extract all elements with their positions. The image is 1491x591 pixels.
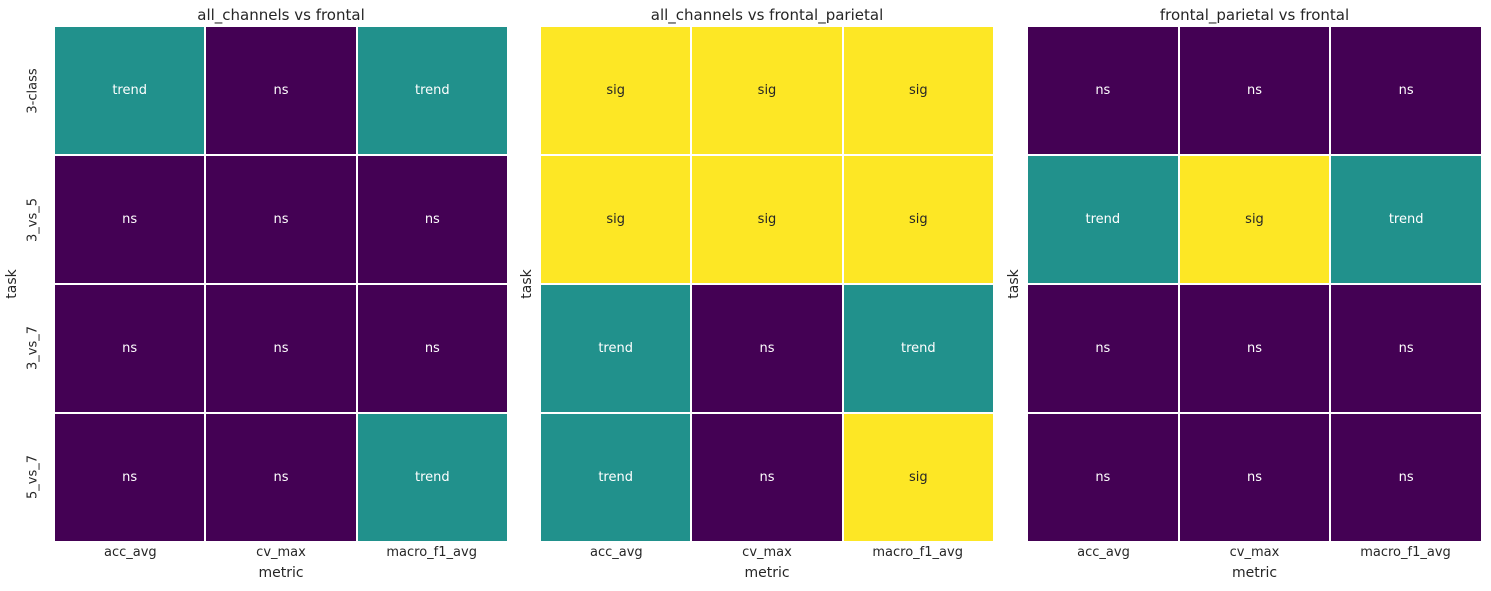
- heatmap-cell: ns: [692, 414, 842, 541]
- heatmap-cell: trend: [541, 414, 691, 541]
- panel-title: all_channels vs frontal: [197, 6, 365, 24]
- heatmap-grid: sig sig sig sig sig sig trend ns trend trend ns sig: [541, 27, 993, 541]
- x-axis-label: metric: [258, 565, 304, 581]
- x-tick-label: macro_f1_avg: [1360, 545, 1451, 560]
- heatmap-cell: sig: [692, 27, 842, 154]
- x-tick-labels: acc_avg cv_max macro_f1_avg: [1028, 545, 1481, 561]
- x-tick-label: macro_f1_avg: [386, 545, 477, 560]
- x-tick-label: acc_avg: [103, 545, 157, 560]
- heatmap-cell: sig: [541, 27, 691, 154]
- y-axis-label: task: [4, 269, 20, 299]
- heatmap-cell: ns: [206, 156, 356, 283]
- heatmap-cell: sig: [843, 27, 993, 154]
- y-tick-label: 3_vs_5: [25, 197, 41, 242]
- heatmap-cell: ns: [1028, 285, 1178, 412]
- x-tick-labels: acc_avg cv_max macro_f1_avg: [55, 545, 507, 561]
- heatmap-cell: ns: [206, 414, 356, 541]
- heatmap-cell: ns: [206, 27, 356, 154]
- x-tick-label: cv_max: [1229, 545, 1280, 560]
- heatmap-cell: ns: [1179, 27, 1330, 154]
- heatmap-cell: trend: [357, 414, 507, 541]
- heatmap-cell: sig: [843, 414, 993, 541]
- heatmap-cell: ns: [1331, 27, 1481, 154]
- x-axis-label: metric: [744, 565, 790, 581]
- y-tick-label: 3_vs_7: [25, 326, 41, 371]
- y-axis-label: task: [1006, 269, 1022, 299]
- heatmap-cell: trend: [55, 27, 205, 154]
- y-tick-label: 5_vs_7: [25, 454, 41, 499]
- heatmap-cell: sig: [692, 156, 842, 283]
- x-tick-label: acc_avg: [1077, 545, 1130, 560]
- heatmap-cell: ns: [1179, 414, 1330, 541]
- x-tick-label: cv_max: [256, 545, 306, 560]
- heatmap-panel-all-channels-vs-frontal-parietal: all_channels vs frontal_parietal task si…: [519, 0, 993, 591]
- y-tick-label: 3-class: [25, 68, 41, 114]
- heatmap-grid: trend ns trend ns ns ns ns ns ns ns ns trend: [55, 27, 507, 541]
- heatmap-cell: ns: [1028, 27, 1178, 154]
- panel-title: frontal_parietal vs frontal: [1159, 6, 1350, 24]
- heatmap-panel-frontal-parietal-vs-frontal: frontal_parietal vs frontal task ns ns ns t…: [1006, 0, 1481, 591]
- x-axis-label: metric: [1231, 565, 1278, 581]
- heatmap-cell: ns: [357, 156, 507, 283]
- x-tick-label: macro_f1_avg: [872, 545, 963, 560]
- heatmap-cell: trend: [357, 27, 507, 154]
- x-tick-label: acc_avg: [589, 545, 643, 560]
- heatmap-cell: ns: [1028, 414, 1178, 541]
- heatmap-grid: ns ns ns trend sig trend ns ns ns ns ns ns: [1028, 27, 1481, 541]
- y-axis-label: task: [519, 269, 535, 299]
- heatmap-cell: ns: [1331, 414, 1481, 541]
- heatmap-panel-all-channels-vs-frontal: all_channels vs frontal task 3-class 3_vs…: [4, 0, 507, 591]
- heatmap-cell: sig: [1179, 156, 1330, 283]
- x-tick-label: cv_max: [742, 545, 792, 560]
- heatmap-cell: trend: [541, 285, 691, 412]
- heatmap-cell: ns: [357, 285, 507, 412]
- x-tick-labels: acc_avg cv_max macro_f1_avg: [541, 545, 993, 561]
- panel-title: all_channels vs frontal_parietal: [650, 6, 884, 24]
- heatmap-cell: trend: [1028, 156, 1178, 283]
- heatmap-cell: ns: [1331, 285, 1481, 412]
- heatmap-cell: ns: [55, 414, 205, 541]
- heatmap-cell: ns: [692, 285, 842, 412]
- heatmap-cell: sig: [843, 156, 993, 283]
- heatmap-cell: ns: [55, 285, 205, 412]
- heatmap-cell: ns: [1179, 285, 1330, 412]
- heatmap-cell: trend: [1331, 156, 1481, 283]
- heatmap-cell: ns: [55, 156, 205, 283]
- heatmap-cell: ns: [206, 285, 356, 412]
- heatmap-cell: sig: [541, 156, 691, 283]
- heatmap-cell: trend: [843, 285, 993, 412]
